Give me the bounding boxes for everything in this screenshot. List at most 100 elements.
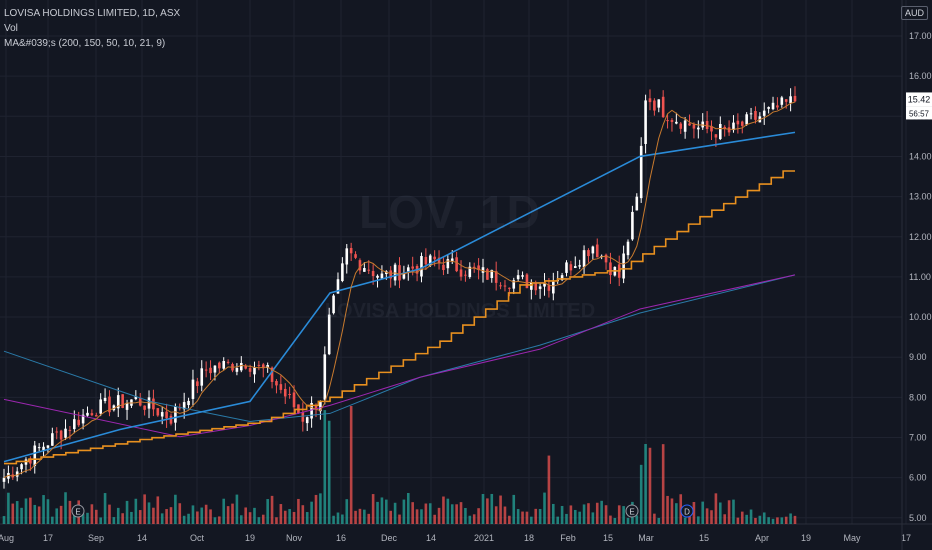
candle-body: [64, 428, 67, 438]
candle-body: [182, 402, 186, 410]
candle-body: [771, 102, 775, 110]
volume-bar: [275, 517, 278, 524]
chart-legend: LOVISA HOLDINGS LIMITED, 1D, ASX Vol MA&…: [4, 6, 180, 51]
candle-body: [73, 419, 76, 430]
candle-body: [310, 402, 313, 419]
candle-body: [292, 392, 296, 408]
candle-body: [464, 274, 467, 276]
volume-bar: [226, 506, 230, 524]
candle-body: [253, 367, 256, 375]
volume-bar: [675, 503, 678, 524]
y-tick-label: 11.00: [909, 272, 931, 282]
x-tick-label: 18: [524, 533, 534, 543]
y-tick-label: 16.00: [909, 71, 932, 81]
volume-bar: [776, 517, 779, 524]
candle-body: [622, 253, 625, 279]
candle-body: [631, 211, 634, 240]
volume-bar: [371, 494, 375, 524]
candle-body: [679, 123, 683, 129]
volume-bar: [305, 512, 309, 524]
countdown-box: [906, 106, 932, 120]
volume-bar: [147, 502, 151, 524]
candle-body: [697, 127, 700, 130]
volume-bar: [81, 513, 85, 524]
candle-body: [635, 196, 639, 211]
volume-bar: [455, 504, 458, 524]
volume-bar: [468, 515, 472, 524]
volume-bar: [697, 516, 700, 524]
volume-bar: [178, 503, 182, 524]
watermark-symbol: LOV, 1D: [359, 186, 541, 238]
candle-body: [402, 272, 406, 279]
candle-body: [209, 367, 212, 374]
candle-body: [301, 412, 305, 422]
volume-bar: [789, 513, 792, 524]
volume-bar: [332, 515, 335, 524]
volume-bar: [481, 494, 485, 524]
volume-bar: [51, 516, 54, 524]
candle-body: [420, 255, 423, 277]
candle-body: [688, 123, 691, 126]
volume-bar: [103, 493, 107, 524]
candle-body: [358, 260, 362, 271]
volume-bar: [521, 511, 524, 524]
candle-body: [160, 412, 164, 417]
volume-bar: [68, 500, 72, 524]
currency-badge[interactable]: AUD: [900, 6, 928, 20]
volume-bar: [15, 501, 19, 524]
volume-bar: [385, 499, 388, 524]
candle-body: [587, 250, 590, 257]
volume-bar: [732, 499, 735, 524]
volume-bar: [499, 495, 502, 524]
candle-body: [2, 477, 6, 482]
volume-bar: [266, 499, 269, 524]
volume-bar: [196, 511, 199, 524]
candle-body: [450, 258, 454, 262]
volume-bar: [292, 511, 296, 524]
volume-bar: [710, 510, 713, 524]
candle-body: [178, 407, 182, 409]
y-tick-label: 8.00: [909, 392, 927, 402]
candle-body: [569, 264, 573, 271]
volume-bar: [209, 509, 212, 524]
candle-body: [499, 285, 502, 287]
candle-body: [411, 266, 414, 269]
candle-body: [710, 126, 713, 132]
volume-bar: [740, 511, 744, 524]
candle-body: [257, 364, 261, 366]
candle-body: [595, 244, 599, 258]
candle-body: [125, 402, 129, 410]
x-tick-label: May: [843, 533, 861, 543]
volume-bar: [235, 494, 239, 524]
candle-body: [90, 413, 94, 416]
y-tick-label: 17.00: [909, 31, 932, 41]
x-tick-label: Apr: [755, 533, 769, 543]
volume-bar: [86, 512, 89, 524]
dividend-marker[interactable]: [680, 504, 694, 518]
last-price-box: [906, 92, 932, 107]
volume-bar: [406, 492, 410, 524]
candle-body: [51, 433, 54, 446]
candle-body: [723, 126, 726, 129]
volume-bar: [472, 514, 476, 524]
volume-bar: [191, 505, 195, 524]
volume-bar: [73, 513, 76, 524]
y-tick-label: 5.00: [909, 513, 927, 523]
volume-bar: [424, 503, 428, 524]
volume-bar: [218, 516, 221, 524]
volume-bar: [222, 498, 226, 524]
volume-bar: [283, 510, 287, 524]
ma150-line: [3, 274, 796, 438]
moving-averages-label[interactable]: MA&#039;s (200, 150, 50, 10, 21, 9): [4, 38, 166, 49]
candle-body: [42, 446, 45, 451]
candle-body: [270, 367, 274, 382]
symbol-title[interactable]: LOVISA HOLDINGS LIMITED, 1D, ASX: [4, 8, 181, 19]
candle-body: [275, 381, 278, 386]
volume-indicator-label[interactable]: Vol: [4, 23, 18, 34]
candle-body: [380, 273, 384, 279]
earnings-marker[interactable]: [71, 504, 85, 518]
volume-bar: [270, 495, 274, 524]
earnings-marker[interactable]: [625, 504, 639, 518]
candle-body: [516, 275, 520, 280]
